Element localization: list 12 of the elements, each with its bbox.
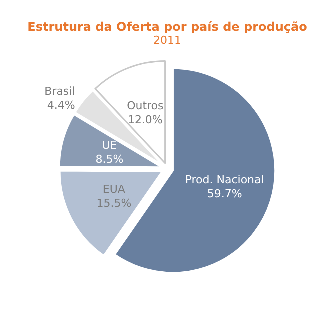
data-label: 59.7%	[207, 187, 242, 200]
slice-label: EUA	[102, 183, 126, 196]
slice-label: Outros	[127, 100, 164, 113]
data-label: 8.5%	[96, 153, 124, 166]
chart-subtitle: 2011	[154, 34, 182, 47]
slice-label: Brasil	[44, 85, 76, 98]
data-label: 12.0%	[128, 114, 163, 127]
data-label: 4.4%	[47, 99, 76, 112]
slice-label: Prod. Nacional	[185, 173, 264, 186]
chart-title: Estrutura da Oferta por país de produção	[28, 20, 308, 34]
data-label: 15.5%	[96, 197, 132, 210]
slice-label: UE	[102, 139, 118, 152]
